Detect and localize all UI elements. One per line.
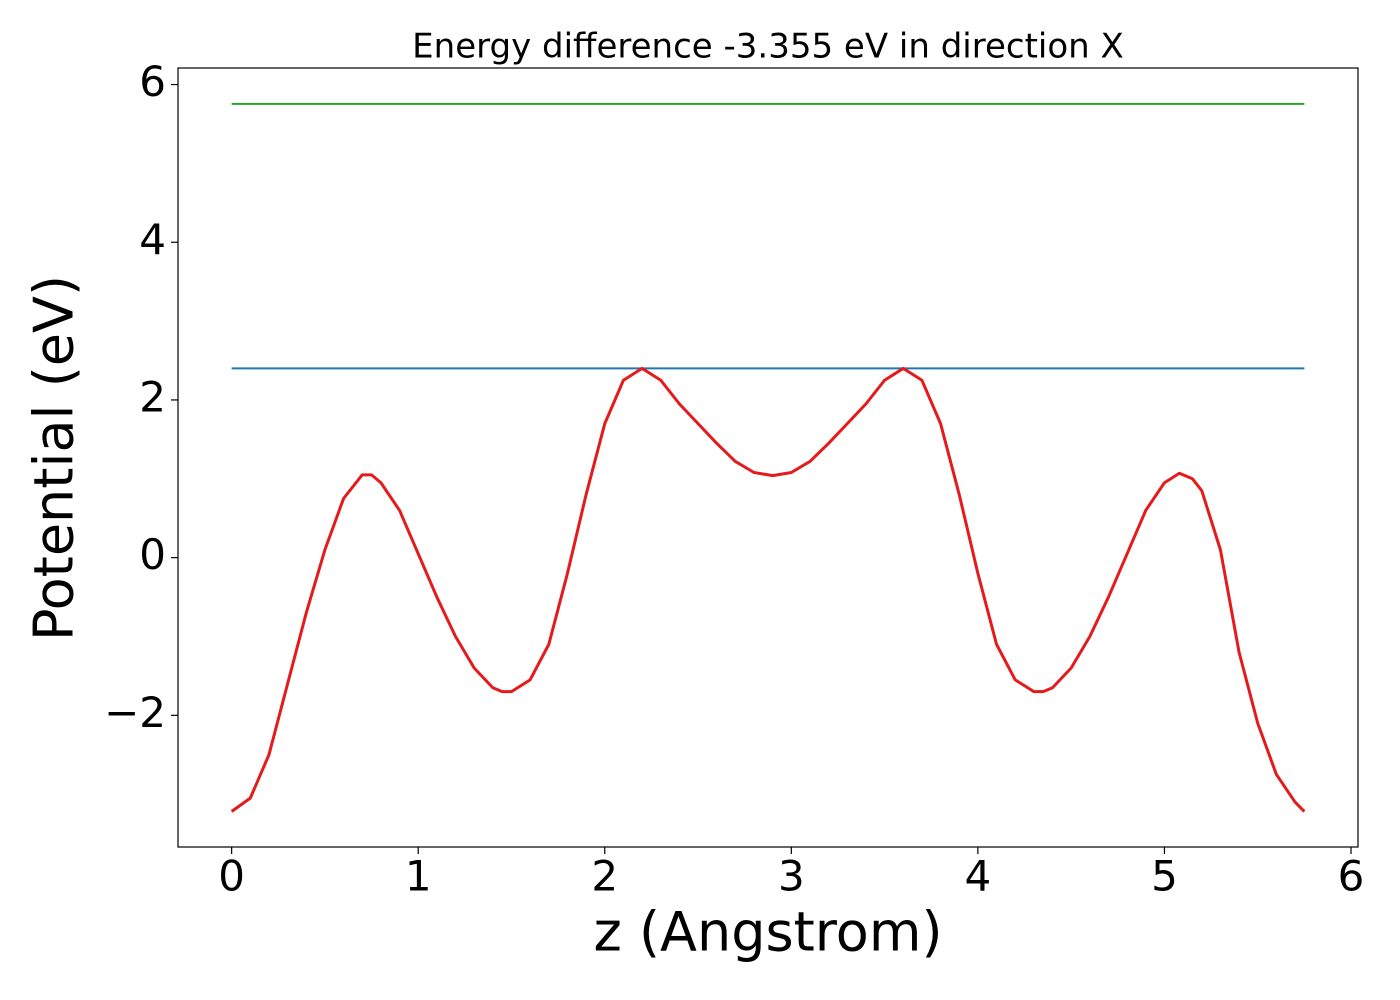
x-tick-label: 0 (218, 852, 245, 901)
y-tick-label: −2 (104, 688, 166, 737)
y-tick-label: 6 (139, 57, 166, 106)
y-axis-label: Potential (eV) (23, 275, 86, 641)
x-tick-label: 5 (1151, 852, 1178, 901)
chart-title: Energy difference -3.355 eV in direction… (412, 27, 1124, 67)
x-tick-label: 1 (405, 852, 432, 901)
x-tick-label: 2 (591, 852, 618, 901)
x-tick-label: 4 (965, 852, 992, 901)
series-line (230, 366, 1306, 813)
plot-frame (177, 67, 1359, 848)
y-tick-label: 0 (139, 530, 166, 579)
x-tick-label: 6 (1338, 852, 1365, 901)
y-tick-label: 4 (139, 215, 166, 264)
x-tick-label: 3 (778, 852, 805, 901)
y-tick-label: 2 (139, 372, 166, 421)
x-axis-label: z (Angstrom) (593, 901, 942, 964)
